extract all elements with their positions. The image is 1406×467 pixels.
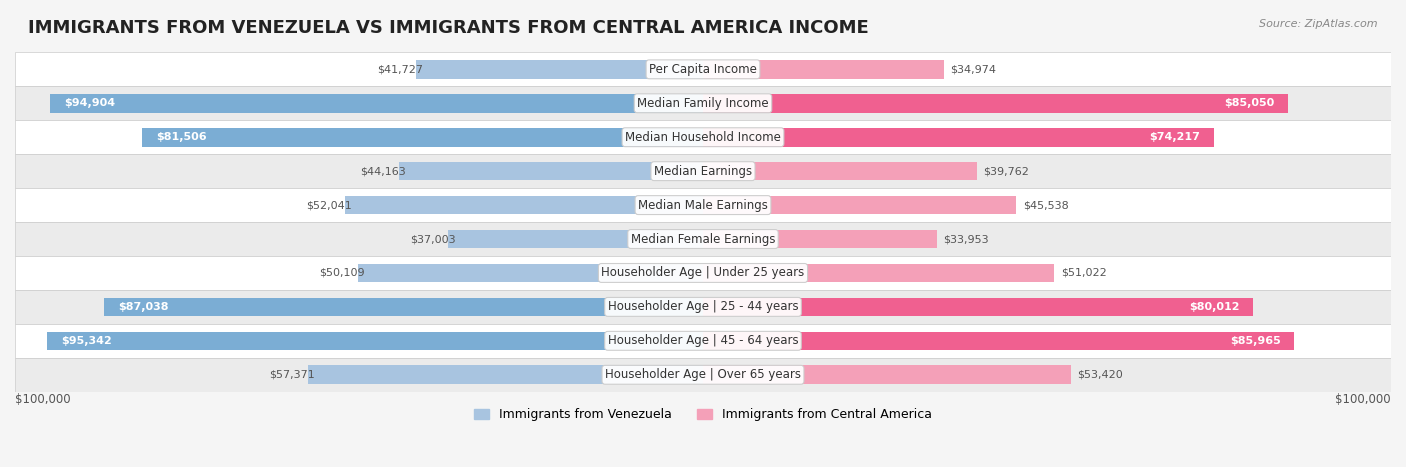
- Text: Householder Age | 45 - 64 years: Householder Age | 45 - 64 years: [607, 334, 799, 347]
- Text: $41,727: $41,727: [377, 64, 423, 74]
- Bar: [15, 324, 1391, 358]
- Bar: [449, 230, 703, 248]
- Bar: [46, 332, 703, 350]
- Text: $51,022: $51,022: [1062, 268, 1107, 278]
- Text: $33,953: $33,953: [943, 234, 988, 244]
- Bar: [703, 366, 1070, 384]
- Text: Householder Age | Over 65 years: Householder Age | Over 65 years: [605, 368, 801, 381]
- Legend: Immigrants from Venezuela, Immigrants from Central America: Immigrants from Venezuela, Immigrants fr…: [470, 403, 936, 426]
- Text: IMMIGRANTS FROM VENEZUELA VS IMMIGRANTS FROM CENTRAL AMERICA INCOME: IMMIGRANTS FROM VENEZUELA VS IMMIGRANTS …: [28, 19, 869, 37]
- Bar: [15, 86, 1391, 120]
- Text: $81,506: $81,506: [156, 132, 207, 142]
- Bar: [15, 358, 1391, 392]
- Bar: [15, 222, 1391, 256]
- Bar: [15, 154, 1391, 188]
- Text: $85,965: $85,965: [1230, 336, 1281, 346]
- Bar: [703, 264, 1054, 282]
- Bar: [703, 128, 1213, 147]
- Bar: [104, 297, 703, 316]
- Text: Median Family Income: Median Family Income: [637, 97, 769, 110]
- Text: $37,003: $37,003: [409, 234, 456, 244]
- Bar: [703, 94, 1288, 113]
- Text: $45,538: $45,538: [1024, 200, 1069, 210]
- Bar: [703, 230, 936, 248]
- Text: $85,050: $85,050: [1225, 98, 1274, 108]
- Bar: [359, 264, 703, 282]
- Text: Householder Age | Under 25 years: Householder Age | Under 25 years: [602, 267, 804, 279]
- Bar: [703, 297, 1254, 316]
- Bar: [308, 366, 703, 384]
- Text: $52,041: $52,041: [307, 200, 352, 210]
- Bar: [15, 256, 1391, 290]
- Text: $39,762: $39,762: [983, 166, 1029, 176]
- Text: $80,012: $80,012: [1189, 302, 1240, 312]
- Bar: [15, 120, 1391, 154]
- Bar: [703, 60, 943, 78]
- Text: Median Earnings: Median Earnings: [654, 165, 752, 177]
- Text: $87,038: $87,038: [118, 302, 169, 312]
- Bar: [142, 128, 703, 147]
- Text: $57,371: $57,371: [270, 370, 315, 380]
- Text: Median Female Earnings: Median Female Earnings: [631, 233, 775, 246]
- Bar: [15, 290, 1391, 324]
- Text: Median Household Income: Median Household Income: [626, 131, 780, 144]
- Text: Source: ZipAtlas.com: Source: ZipAtlas.com: [1260, 19, 1378, 28]
- Text: $50,109: $50,109: [319, 268, 366, 278]
- Bar: [344, 196, 703, 214]
- Text: $44,163: $44,163: [360, 166, 406, 176]
- Bar: [399, 162, 703, 180]
- Bar: [703, 332, 1295, 350]
- Bar: [15, 188, 1391, 222]
- Text: Householder Age | 25 - 44 years: Householder Age | 25 - 44 years: [607, 300, 799, 313]
- Text: Median Male Earnings: Median Male Earnings: [638, 198, 768, 212]
- Text: $100,000: $100,000: [15, 393, 70, 406]
- Text: $53,420: $53,420: [1077, 370, 1123, 380]
- Text: Per Capita Income: Per Capita Income: [650, 63, 756, 76]
- Bar: [15, 52, 1391, 86]
- Bar: [416, 60, 703, 78]
- Bar: [51, 94, 703, 113]
- Text: $74,217: $74,217: [1149, 132, 1199, 142]
- Text: $95,342: $95,342: [60, 336, 111, 346]
- Bar: [703, 196, 1017, 214]
- Text: $100,000: $100,000: [1336, 393, 1391, 406]
- Bar: [703, 162, 977, 180]
- Text: $94,904: $94,904: [63, 98, 115, 108]
- Text: $34,974: $34,974: [950, 64, 997, 74]
